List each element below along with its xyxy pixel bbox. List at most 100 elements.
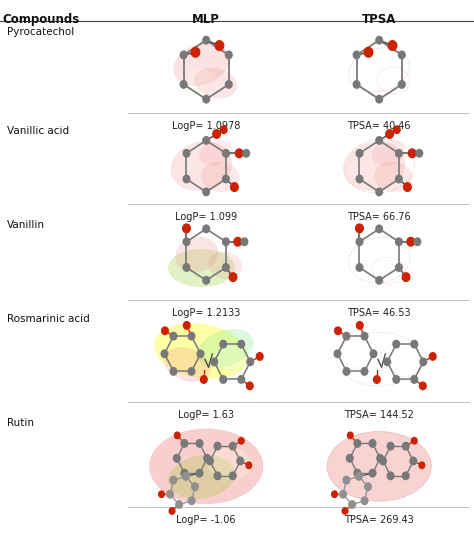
Circle shape	[369, 440, 376, 447]
Circle shape	[416, 150, 423, 157]
Circle shape	[246, 382, 253, 390]
Circle shape	[203, 188, 210, 196]
Circle shape	[203, 225, 210, 233]
Circle shape	[170, 477, 177, 484]
Circle shape	[419, 462, 425, 468]
Ellipse shape	[175, 237, 218, 272]
Ellipse shape	[168, 249, 235, 287]
Circle shape	[402, 273, 410, 281]
Ellipse shape	[374, 162, 412, 192]
Circle shape	[361, 332, 368, 340]
Text: LogP= 1.2133: LogP= 1.2133	[172, 308, 240, 318]
Circle shape	[354, 440, 361, 447]
Circle shape	[346, 455, 353, 462]
Circle shape	[356, 175, 363, 183]
Text: TPSA: TPSA	[362, 13, 396, 26]
Circle shape	[183, 322, 190, 329]
Circle shape	[353, 80, 360, 88]
Circle shape	[231, 183, 238, 191]
Circle shape	[214, 442, 221, 450]
Text: LogP= 1.0978: LogP= 1.0978	[172, 121, 240, 131]
Text: TPSA= 40.46: TPSA= 40.46	[347, 121, 411, 131]
Circle shape	[182, 224, 190, 233]
Circle shape	[365, 483, 371, 490]
Circle shape	[201, 376, 207, 383]
Circle shape	[247, 358, 254, 366]
Text: TPSA= 66.76: TPSA= 66.76	[347, 212, 411, 222]
Circle shape	[356, 224, 363, 233]
Ellipse shape	[200, 140, 232, 166]
Circle shape	[376, 95, 383, 103]
Ellipse shape	[209, 252, 242, 279]
Circle shape	[188, 497, 195, 504]
Circle shape	[393, 126, 400, 133]
Circle shape	[399, 80, 405, 88]
Circle shape	[215, 41, 224, 50]
Ellipse shape	[344, 142, 405, 191]
Circle shape	[376, 225, 383, 233]
Circle shape	[167, 490, 173, 498]
Circle shape	[188, 332, 195, 340]
Ellipse shape	[197, 330, 253, 367]
Circle shape	[170, 332, 177, 340]
Circle shape	[183, 238, 190, 245]
Circle shape	[182, 473, 189, 480]
Circle shape	[183, 150, 190, 157]
Circle shape	[207, 457, 213, 465]
Text: Pyrocatechol: Pyrocatechol	[7, 27, 74, 37]
Circle shape	[376, 188, 383, 196]
Circle shape	[387, 442, 394, 450]
Circle shape	[356, 264, 363, 271]
Text: MLP: MLP	[192, 13, 220, 26]
Text: Rutin: Rutin	[7, 418, 34, 428]
Circle shape	[159, 491, 164, 497]
Text: TPSA= 269.43: TPSA= 269.43	[344, 515, 414, 525]
Circle shape	[169, 508, 175, 514]
Circle shape	[203, 277, 210, 284]
Circle shape	[191, 483, 198, 490]
Circle shape	[238, 437, 244, 444]
Circle shape	[246, 462, 252, 468]
Circle shape	[410, 457, 417, 465]
Circle shape	[191, 48, 200, 57]
Ellipse shape	[171, 142, 232, 191]
Circle shape	[234, 237, 242, 246]
Text: LogP= 1.099: LogP= 1.099	[175, 212, 237, 222]
Text: Compounds: Compounds	[2, 13, 79, 26]
Circle shape	[361, 368, 368, 375]
Circle shape	[229, 273, 237, 281]
Circle shape	[419, 382, 426, 390]
Circle shape	[420, 358, 427, 366]
Circle shape	[223, 238, 229, 245]
Ellipse shape	[327, 431, 431, 501]
Circle shape	[180, 80, 187, 88]
Circle shape	[340, 490, 346, 498]
Circle shape	[176, 501, 182, 508]
Circle shape	[354, 470, 361, 477]
Circle shape	[174, 432, 180, 438]
Circle shape	[161, 350, 168, 358]
Circle shape	[229, 472, 236, 480]
Circle shape	[197, 350, 204, 358]
Circle shape	[223, 175, 229, 183]
Circle shape	[196, 470, 203, 477]
Circle shape	[356, 322, 363, 329]
Circle shape	[181, 440, 188, 447]
Circle shape	[369, 470, 376, 477]
Ellipse shape	[180, 67, 213, 94]
Circle shape	[226, 80, 232, 88]
Circle shape	[387, 472, 394, 480]
Circle shape	[343, 477, 350, 484]
Ellipse shape	[201, 162, 239, 192]
Circle shape	[241, 238, 248, 245]
Circle shape	[409, 149, 416, 158]
Circle shape	[220, 376, 227, 383]
Ellipse shape	[173, 43, 229, 85]
Text: LogP= -1.06: LogP= -1.06	[176, 515, 236, 525]
Circle shape	[211, 358, 218, 366]
Circle shape	[180, 51, 187, 59]
Circle shape	[364, 48, 373, 57]
Circle shape	[353, 51, 360, 59]
Circle shape	[183, 175, 190, 183]
Ellipse shape	[149, 429, 263, 504]
